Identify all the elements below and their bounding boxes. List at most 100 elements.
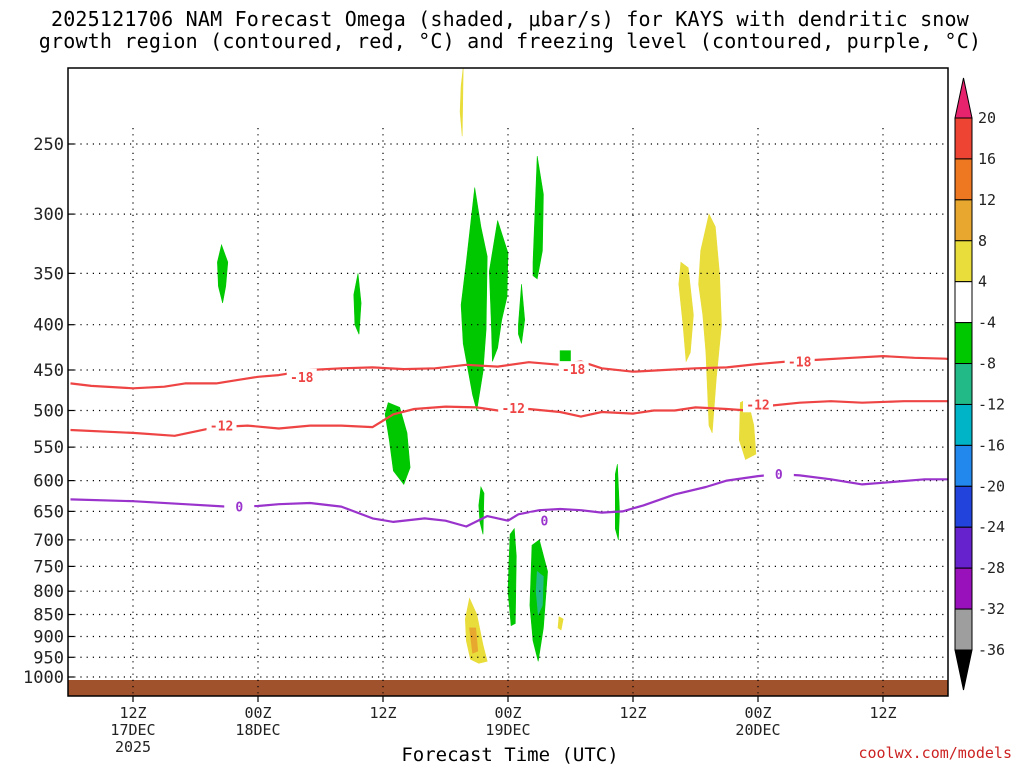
colorbar-label-4: 4 <box>978 273 987 291</box>
omega-region-4 <box>488 220 509 362</box>
omega-region-17 <box>557 616 564 631</box>
y-tick-label-750: 750 <box>33 557 64 577</box>
colorbar-label-6: -8 <box>978 355 996 373</box>
omega-region-16 <box>469 627 479 654</box>
x-tick-label-3-0: 00Z <box>494 704 521 722</box>
colorbar-cell-8 <box>954 444 973 487</box>
x-tick-label-5-1: 20DEC <box>735 721 780 739</box>
x-tick-label-1-1: 18DEC <box>235 721 280 739</box>
x-tick-label-6-0: 12Z <box>869 704 896 722</box>
omega-region-0 <box>217 243 229 304</box>
y-tick-label-1000: 1000 <box>23 668 64 688</box>
colorbar-cell-2 <box>954 199 973 242</box>
colorbar-label-10: -24 <box>978 518 1005 536</box>
y-tick-label-800: 800 <box>33 582 64 602</box>
omega-region-2 <box>384 402 411 486</box>
x-tick-label-0-1: 17DEC <box>110 721 155 739</box>
contour-line-0 <box>70 355 948 390</box>
contour-label-1-2: -12 <box>746 398 769 413</box>
omega-region-10 <box>507 527 517 627</box>
x-tick-label-0-0: 12Z <box>119 704 146 722</box>
omega-region-12 <box>535 570 544 616</box>
colorbar-top-arrow <box>954 77 973 119</box>
colorbar-cell-5 <box>954 322 973 365</box>
colorbar-cell-6 <box>954 363 973 405</box>
contour-label-2-2: 0 <box>775 468 783 483</box>
chart-title-line-1: 2025121706 NAM Forecast Omega (shaded, μ… <box>50 7 970 31</box>
omega-region-1 <box>353 273 362 335</box>
colorbar-cell-3 <box>954 240 973 283</box>
colorbar-cell-4 <box>954 281 973 324</box>
contour-label-bg-0-1 <box>558 361 589 378</box>
omega-region-18 <box>678 261 694 363</box>
y-tick-label-850: 850 <box>33 606 64 626</box>
x-tick-label-3-1: 19DEC <box>485 721 530 739</box>
y-tick-label-500: 500 <box>33 402 64 422</box>
colorbar-cell-9 <box>954 485 973 528</box>
x-axis-label: Forecast Time (UTC) <box>401 744 619 766</box>
contour-label-bg-1-2 <box>743 396 773 413</box>
x-tick-label-4-0: 12Z <box>619 704 646 722</box>
omega-region-9 <box>478 485 485 535</box>
colorbar-cell-7 <box>954 403 973 446</box>
colorbar-label-5: -4 <box>978 314 996 332</box>
colorbar-cell-12 <box>954 608 973 651</box>
contour-label-0-2: -18 <box>788 355 812 370</box>
colorbar-label-8: -16 <box>978 436 1005 454</box>
contour-label-1-1: -12 <box>501 402 524 417</box>
colorbar-label-7: -12 <box>978 395 1005 413</box>
colorbar-label-0: 20 <box>978 109 996 127</box>
contour-label-2-1: 0 <box>541 515 549 530</box>
credit-link[interactable]: coolwx.com/models <box>858 744 1012 762</box>
colorbar-cell-1 <box>954 158 973 201</box>
colorbar-label-1: 16 <box>978 150 996 168</box>
x-tick-label-5-0: 00Z <box>744 704 771 722</box>
colorbar-cell-11 <box>954 567 973 610</box>
omega-region-5 <box>497 272 504 294</box>
colorbar-label-13: -36 <box>978 641 1005 659</box>
colorbar-label-3: 8 <box>978 232 987 250</box>
colorbar-cell-10 <box>954 526 973 569</box>
colorbar-label-12: -32 <box>978 600 1005 618</box>
chart-title: 2025121706 NAM Forecast Omega (shaded, μ… <box>0 8 1020 52</box>
y-tick-label-250: 250 <box>33 135 64 155</box>
x-tick-label-1-0: 00Z <box>244 704 271 722</box>
contour-label-bg-0-2 <box>784 353 815 370</box>
colorbar-label-2: 12 <box>978 191 996 209</box>
colorbar-bottom-arrow <box>954 649 973 691</box>
contour-label-bg-2-1 <box>529 512 560 529</box>
y-tick-label-700: 700 <box>33 531 64 551</box>
contour-label-0-0: -18 <box>290 371 314 386</box>
omega-region-14 <box>459 68 464 137</box>
plot-frame <box>67 67 949 697</box>
contour-label-2-0: 0 <box>235 501 243 516</box>
omega-region-13 <box>614 464 620 540</box>
y-tick-label-950: 950 <box>33 648 64 668</box>
contour-label-bg-2-2 <box>763 466 794 483</box>
omega-region-7 <box>532 156 544 280</box>
contour-label-bg-2-0 <box>224 498 255 515</box>
y-tick-label-650: 650 <box>33 502 64 522</box>
omega-region-19 <box>698 213 722 434</box>
x-tick-label-0-2: 2025 <box>115 738 151 756</box>
y-tick-label-450: 450 <box>33 361 64 381</box>
contour-line-2 <box>70 473 948 528</box>
contour-label-bg-0-0 <box>286 368 317 385</box>
y-tick-label-600: 600 <box>33 472 64 492</box>
colorbar-cell-0 <box>954 117 973 160</box>
y-tick-label-300: 300 <box>33 205 64 225</box>
x-tick-label-2-0: 12Z <box>369 704 396 722</box>
omega-region-3 <box>460 187 488 411</box>
colorbar-label-9: -20 <box>978 477 1005 495</box>
y-tick-label-400: 400 <box>33 316 64 336</box>
y-tick-label-350: 350 <box>33 264 64 284</box>
colorbar-label-11: -28 <box>978 559 1005 577</box>
contour-label-bg-1-0 <box>206 417 237 434</box>
terrain-band <box>68 680 948 696</box>
chart-title-line-2: growth region (contoured, red, °C) and f… <box>38 29 982 53</box>
y-tick-label-900: 900 <box>33 627 64 647</box>
y-tick-label-550: 550 <box>33 438 64 458</box>
omega-region-6 <box>518 284 526 344</box>
contour-label-1-0: -12 <box>210 420 233 435</box>
